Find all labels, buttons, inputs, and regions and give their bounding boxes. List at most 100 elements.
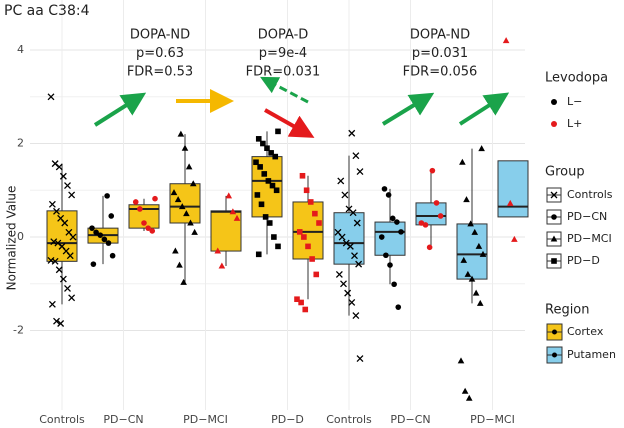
point <box>316 220 322 226</box>
point <box>335 270 343 278</box>
point <box>172 247 179 254</box>
point <box>59 275 67 283</box>
point <box>152 195 158 202</box>
point <box>391 281 397 288</box>
point <box>97 232 104 238</box>
y-tick-label: -2 <box>13 324 24 337</box>
point <box>68 191 76 199</box>
point <box>254 192 261 198</box>
x-tick-label: Controls <box>326 413 372 426</box>
point <box>185 163 193 170</box>
point <box>385 192 392 198</box>
chart-title: PC aa C38:4 <box>4 3 90 19</box>
legend-label: L− <box>567 95 582 108</box>
point <box>502 37 510 44</box>
point <box>394 219 400 225</box>
y-tick-label: 0 <box>17 230 24 243</box>
point <box>356 355 364 363</box>
point <box>214 247 222 254</box>
point <box>90 261 97 267</box>
y-tick-label: 4 <box>17 43 24 56</box>
point <box>478 145 485 152</box>
point <box>296 229 303 235</box>
annotation: FDR=0.056 <box>403 65 478 80</box>
point <box>457 357 465 364</box>
point <box>422 222 429 228</box>
annotation: DOPA-ND <box>410 28 470 43</box>
point <box>253 159 259 166</box>
point <box>275 243 281 250</box>
point <box>383 252 389 259</box>
point <box>50 238 58 246</box>
point <box>255 136 262 142</box>
point <box>459 158 466 165</box>
point <box>61 219 69 227</box>
point <box>338 233 346 241</box>
point <box>551 214 557 220</box>
legend-label: PD−D <box>567 254 600 267</box>
point <box>468 275 476 282</box>
point <box>55 163 63 171</box>
point <box>294 296 300 303</box>
point <box>64 284 71 292</box>
point <box>265 178 272 184</box>
point <box>348 129 356 137</box>
point <box>272 153 279 160</box>
legend-key <box>552 352 557 358</box>
point <box>479 250 487 257</box>
point <box>53 207 60 215</box>
point <box>395 304 402 310</box>
point <box>132 199 139 205</box>
point <box>176 261 183 268</box>
point <box>307 199 314 205</box>
legend-label: Putamen <box>567 348 616 361</box>
point <box>349 209 357 217</box>
point <box>262 214 269 220</box>
point <box>387 262 393 268</box>
point <box>471 228 479 235</box>
point <box>55 266 63 274</box>
point <box>255 251 262 258</box>
point <box>269 182 276 189</box>
box <box>128 204 160 229</box>
point <box>312 210 318 217</box>
legend-title: Levodopa <box>545 71 608 86</box>
point <box>467 220 474 227</box>
point <box>351 252 358 260</box>
point <box>433 200 440 206</box>
point <box>180 278 187 285</box>
point <box>66 252 74 260</box>
point <box>69 233 77 241</box>
point <box>187 219 194 226</box>
point <box>273 187 280 194</box>
x-tick-label: PD−CN <box>390 413 430 426</box>
point <box>268 150 274 156</box>
point <box>305 243 311 250</box>
point <box>181 144 189 151</box>
point <box>233 214 241 221</box>
point <box>460 256 468 263</box>
point <box>141 220 147 226</box>
point <box>475 242 483 249</box>
point <box>551 258 557 264</box>
point <box>378 234 385 240</box>
x-tick-label: PD−CN <box>103 413 143 426</box>
point <box>303 187 310 194</box>
point <box>149 228 156 234</box>
point <box>271 234 277 240</box>
point <box>218 262 226 269</box>
point <box>461 387 469 394</box>
annotation: FDR=0.53 <box>127 65 193 80</box>
legend-title: Region <box>545 303 590 318</box>
legend-label: PD−MCI <box>567 232 612 245</box>
point <box>174 196 182 203</box>
legend-swatch <box>551 99 557 105</box>
point <box>170 189 178 196</box>
x-tick-label: PD−D <box>271 413 304 426</box>
point <box>346 242 354 250</box>
point <box>257 164 263 170</box>
point <box>506 199 514 206</box>
point <box>352 152 360 160</box>
point <box>429 167 436 174</box>
